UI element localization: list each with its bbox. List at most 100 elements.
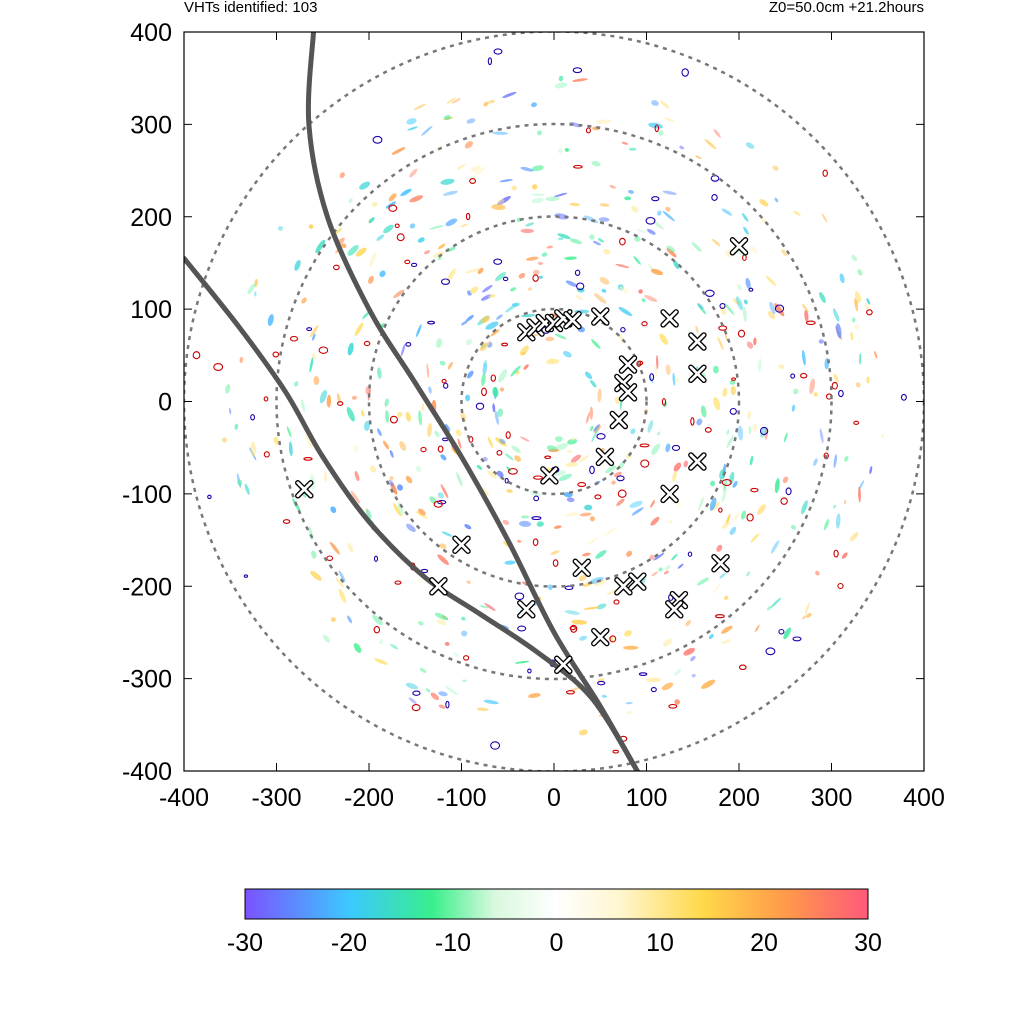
field-streak [517, 539, 522, 543]
contour [493, 258, 503, 265]
contour [306, 327, 313, 332]
field-streak [726, 429, 730, 435]
field-streak [466, 118, 476, 124]
field-streak [430, 692, 439, 701]
field-streak [774, 197, 779, 203]
field-streak [650, 499, 656, 508]
field-streak [857, 269, 863, 276]
field-streak [570, 437, 575, 441]
field-streak [510, 365, 521, 377]
field-streak [691, 241, 702, 252]
field-streak [572, 78, 588, 82]
field-streak [589, 234, 595, 240]
field-streak [737, 284, 742, 291]
contour [318, 346, 329, 354]
field-streak [591, 428, 598, 443]
field-streak [599, 203, 610, 207]
field-streak [239, 356, 244, 363]
field-streak [713, 129, 721, 138]
field-streak [437, 554, 449, 566]
field-streak [436, 619, 447, 626]
field-streak [451, 98, 461, 104]
field-streak [440, 454, 447, 461]
field-streak [720, 639, 732, 645]
field-streak [723, 595, 729, 601]
field-streak [428, 386, 432, 394]
field-streak [725, 513, 731, 525]
field-streak [409, 223, 416, 229]
contour [729, 407, 737, 415]
contour [527, 668, 532, 674]
field-streak [567, 450, 573, 453]
field-streak [438, 704, 446, 709]
field-streak [465, 394, 471, 402]
contour [737, 329, 746, 338]
field-streak [741, 213, 749, 222]
vht-marker [591, 307, 610, 326]
field-streak [611, 480, 616, 485]
contour [533, 495, 540, 502]
field-streak [858, 486, 861, 503]
field-streak [393, 289, 405, 299]
colorbar-tick-label: 20 [750, 929, 778, 957]
field-streak [555, 333, 567, 340]
field-streak [528, 287, 533, 291]
x-tick-label: -200 [344, 784, 394, 812]
contour [805, 320, 816, 326]
field-streak [553, 192, 568, 198]
vht-markers [295, 237, 749, 675]
field-streak [546, 445, 557, 451]
field-streak [250, 441, 256, 457]
field-streak [436, 338, 442, 348]
contour [565, 690, 576, 695]
field-streak [590, 425, 594, 432]
field-streak [801, 500, 808, 515]
vht-count-header: VHTs identified: 103 [184, 0, 317, 16]
field-streak [652, 220, 665, 230]
field-streak [352, 445, 359, 453]
field-streak [492, 403, 496, 413]
field-streak [520, 436, 530, 442]
contour [263, 451, 270, 458]
contour [493, 48, 503, 55]
field-streak [804, 602, 810, 615]
vht-marker [526, 318, 545, 337]
contour [496, 449, 503, 456]
field-streak [626, 550, 633, 557]
vht-marker [688, 332, 707, 351]
field-streak [584, 371, 593, 380]
field-streak [488, 294, 496, 299]
field-streak [379, 270, 386, 278]
field-streak [609, 184, 616, 189]
field-streak [567, 438, 578, 445]
colorbar-gradient [244, 888, 869, 920]
colorbar-tick-label: -30 [227, 929, 263, 957]
field-streak [499, 387, 505, 392]
field-streak [372, 614, 383, 626]
field-streak [446, 97, 456, 104]
field-streak [338, 588, 347, 603]
field-streak [804, 310, 809, 322]
contour [487, 57, 493, 66]
field-streak [347, 542, 354, 553]
contour [437, 499, 447, 505]
field-streak [793, 210, 801, 216]
field-streak [851, 254, 858, 262]
field-streak [339, 172, 345, 179]
field-streak [506, 489, 513, 493]
field-streak [633, 256, 641, 265]
field-streak [426, 363, 430, 379]
field-streak [597, 238, 604, 243]
x-tick-label: 0 [547, 784, 561, 812]
field-streak [839, 273, 845, 284]
contour [831, 381, 838, 390]
field-streak [439, 543, 447, 550]
field-streak [460, 412, 467, 422]
field-streak [674, 377, 680, 383]
field-streak [565, 280, 578, 287]
field-streak [547, 584, 553, 590]
field-streak [237, 479, 243, 486]
field-streak [866, 298, 871, 305]
contour [514, 592, 525, 601]
field-streak [346, 407, 355, 422]
